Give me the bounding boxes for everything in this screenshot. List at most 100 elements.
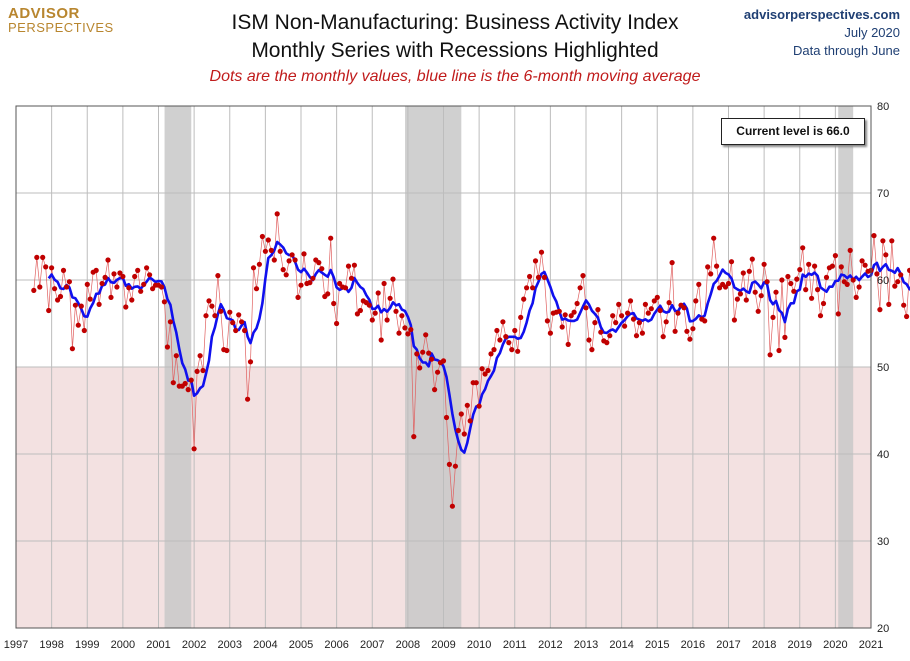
data-point <box>645 310 651 316</box>
chart-subtitle: Dots are the monthly values, blue line i… <box>209 68 701 85</box>
data-point <box>589 347 595 353</box>
axis-layer: 1997 1998 1999 2000 2001 2002 2003 2004 2005 2006… <box>4 101 889 651</box>
data-point <box>337 280 343 287</box>
data-point <box>167 319 173 325</box>
data-point <box>443 414 450 421</box>
data-point <box>815 287 821 293</box>
logo-line1: ADVISOR <box>8 5 80 22</box>
data-point <box>630 316 637 322</box>
data-point <box>325 291 331 297</box>
data-point <box>295 294 301 300</box>
data-point <box>429 356 435 362</box>
data-point <box>862 262 868 268</box>
data-point <box>580 273 586 279</box>
data-point <box>289 252 295 258</box>
data-point <box>562 312 568 318</box>
data-point <box>117 270 123 276</box>
data-point <box>859 258 865 264</box>
data-point <box>491 347 497 353</box>
data-point <box>500 319 506 325</box>
data-layer <box>31 211 910 509</box>
data-point <box>832 253 839 259</box>
data-point <box>538 249 545 255</box>
data-point <box>399 313 405 319</box>
data-point <box>408 327 414 333</box>
data-point <box>479 366 485 372</box>
data-point <box>123 304 129 310</box>
data-point <box>651 298 657 304</box>
data-point <box>87 296 93 302</box>
data-point <box>141 281 147 287</box>
data-point <box>218 308 224 314</box>
data-point <box>901 302 907 308</box>
data-point <box>773 289 779 295</box>
data-point <box>215 273 221 279</box>
data-point <box>239 319 245 325</box>
data-point <box>99 280 105 287</box>
data-point <box>440 358 447 364</box>
data-point <box>604 340 610 346</box>
data-point <box>734 296 741 302</box>
data-point <box>654 294 660 300</box>
data-point <box>693 298 699 304</box>
data-point <box>904 313 910 320</box>
data-point <box>482 371 488 377</box>
data-point <box>446 461 452 467</box>
data-point <box>823 274 830 280</box>
data-point <box>268 247 274 253</box>
data-point <box>633 333 640 339</box>
x-tick-label: 2010 <box>467 639 491 651</box>
data-point <box>503 334 509 340</box>
x-tick-label: 2014 <box>609 639 633 651</box>
data-point <box>794 276 800 282</box>
data-point <box>541 274 548 280</box>
data-point <box>711 235 717 241</box>
data-point <box>889 238 895 244</box>
data-point <box>485 367 491 374</box>
data-point <box>473 380 479 386</box>
data-point <box>60 267 67 273</box>
data-point <box>52 286 58 292</box>
data-point <box>242 327 248 334</box>
data-point <box>800 245 806 251</box>
data-point <box>449 503 455 509</box>
data-point <box>135 267 141 273</box>
data-point <box>586 337 592 343</box>
data-point <box>194 368 200 374</box>
x-tick-label: 2003 <box>218 639 242 651</box>
data-point <box>307 280 313 286</box>
data-point <box>150 286 156 292</box>
data-point <box>660 334 666 340</box>
data-point <box>102 274 108 280</box>
data-point <box>690 326 696 332</box>
data-point <box>265 237 271 243</box>
data-point <box>209 303 215 309</box>
data-point <box>524 285 530 291</box>
data-point <box>78 303 84 309</box>
data-point <box>191 446 197 452</box>
data-point <box>81 327 87 334</box>
data-point <box>737 291 744 297</box>
data-point <box>351 262 357 268</box>
data-point <box>749 256 755 262</box>
data-point <box>743 297 749 303</box>
data-point <box>405 331 411 337</box>
data-point <box>476 403 482 409</box>
data-point <box>669 260 675 266</box>
x-tick-label: 2007 <box>360 639 384 651</box>
y-tick-label: 30 <box>877 536 889 548</box>
data-point <box>714 263 720 269</box>
data-point <box>144 265 150 271</box>
moving-average-line <box>47 240 910 454</box>
data-point <box>648 306 654 312</box>
plot-border <box>15 105 872 629</box>
data-point <box>253 286 260 292</box>
data-point <box>527 273 533 280</box>
data-point <box>250 265 257 271</box>
data-point <box>767 352 773 358</box>
data-point <box>880 238 886 244</box>
data-point <box>274 211 280 217</box>
data-point <box>598 329 604 335</box>
data-point <box>616 301 622 307</box>
data-point <box>381 280 387 287</box>
